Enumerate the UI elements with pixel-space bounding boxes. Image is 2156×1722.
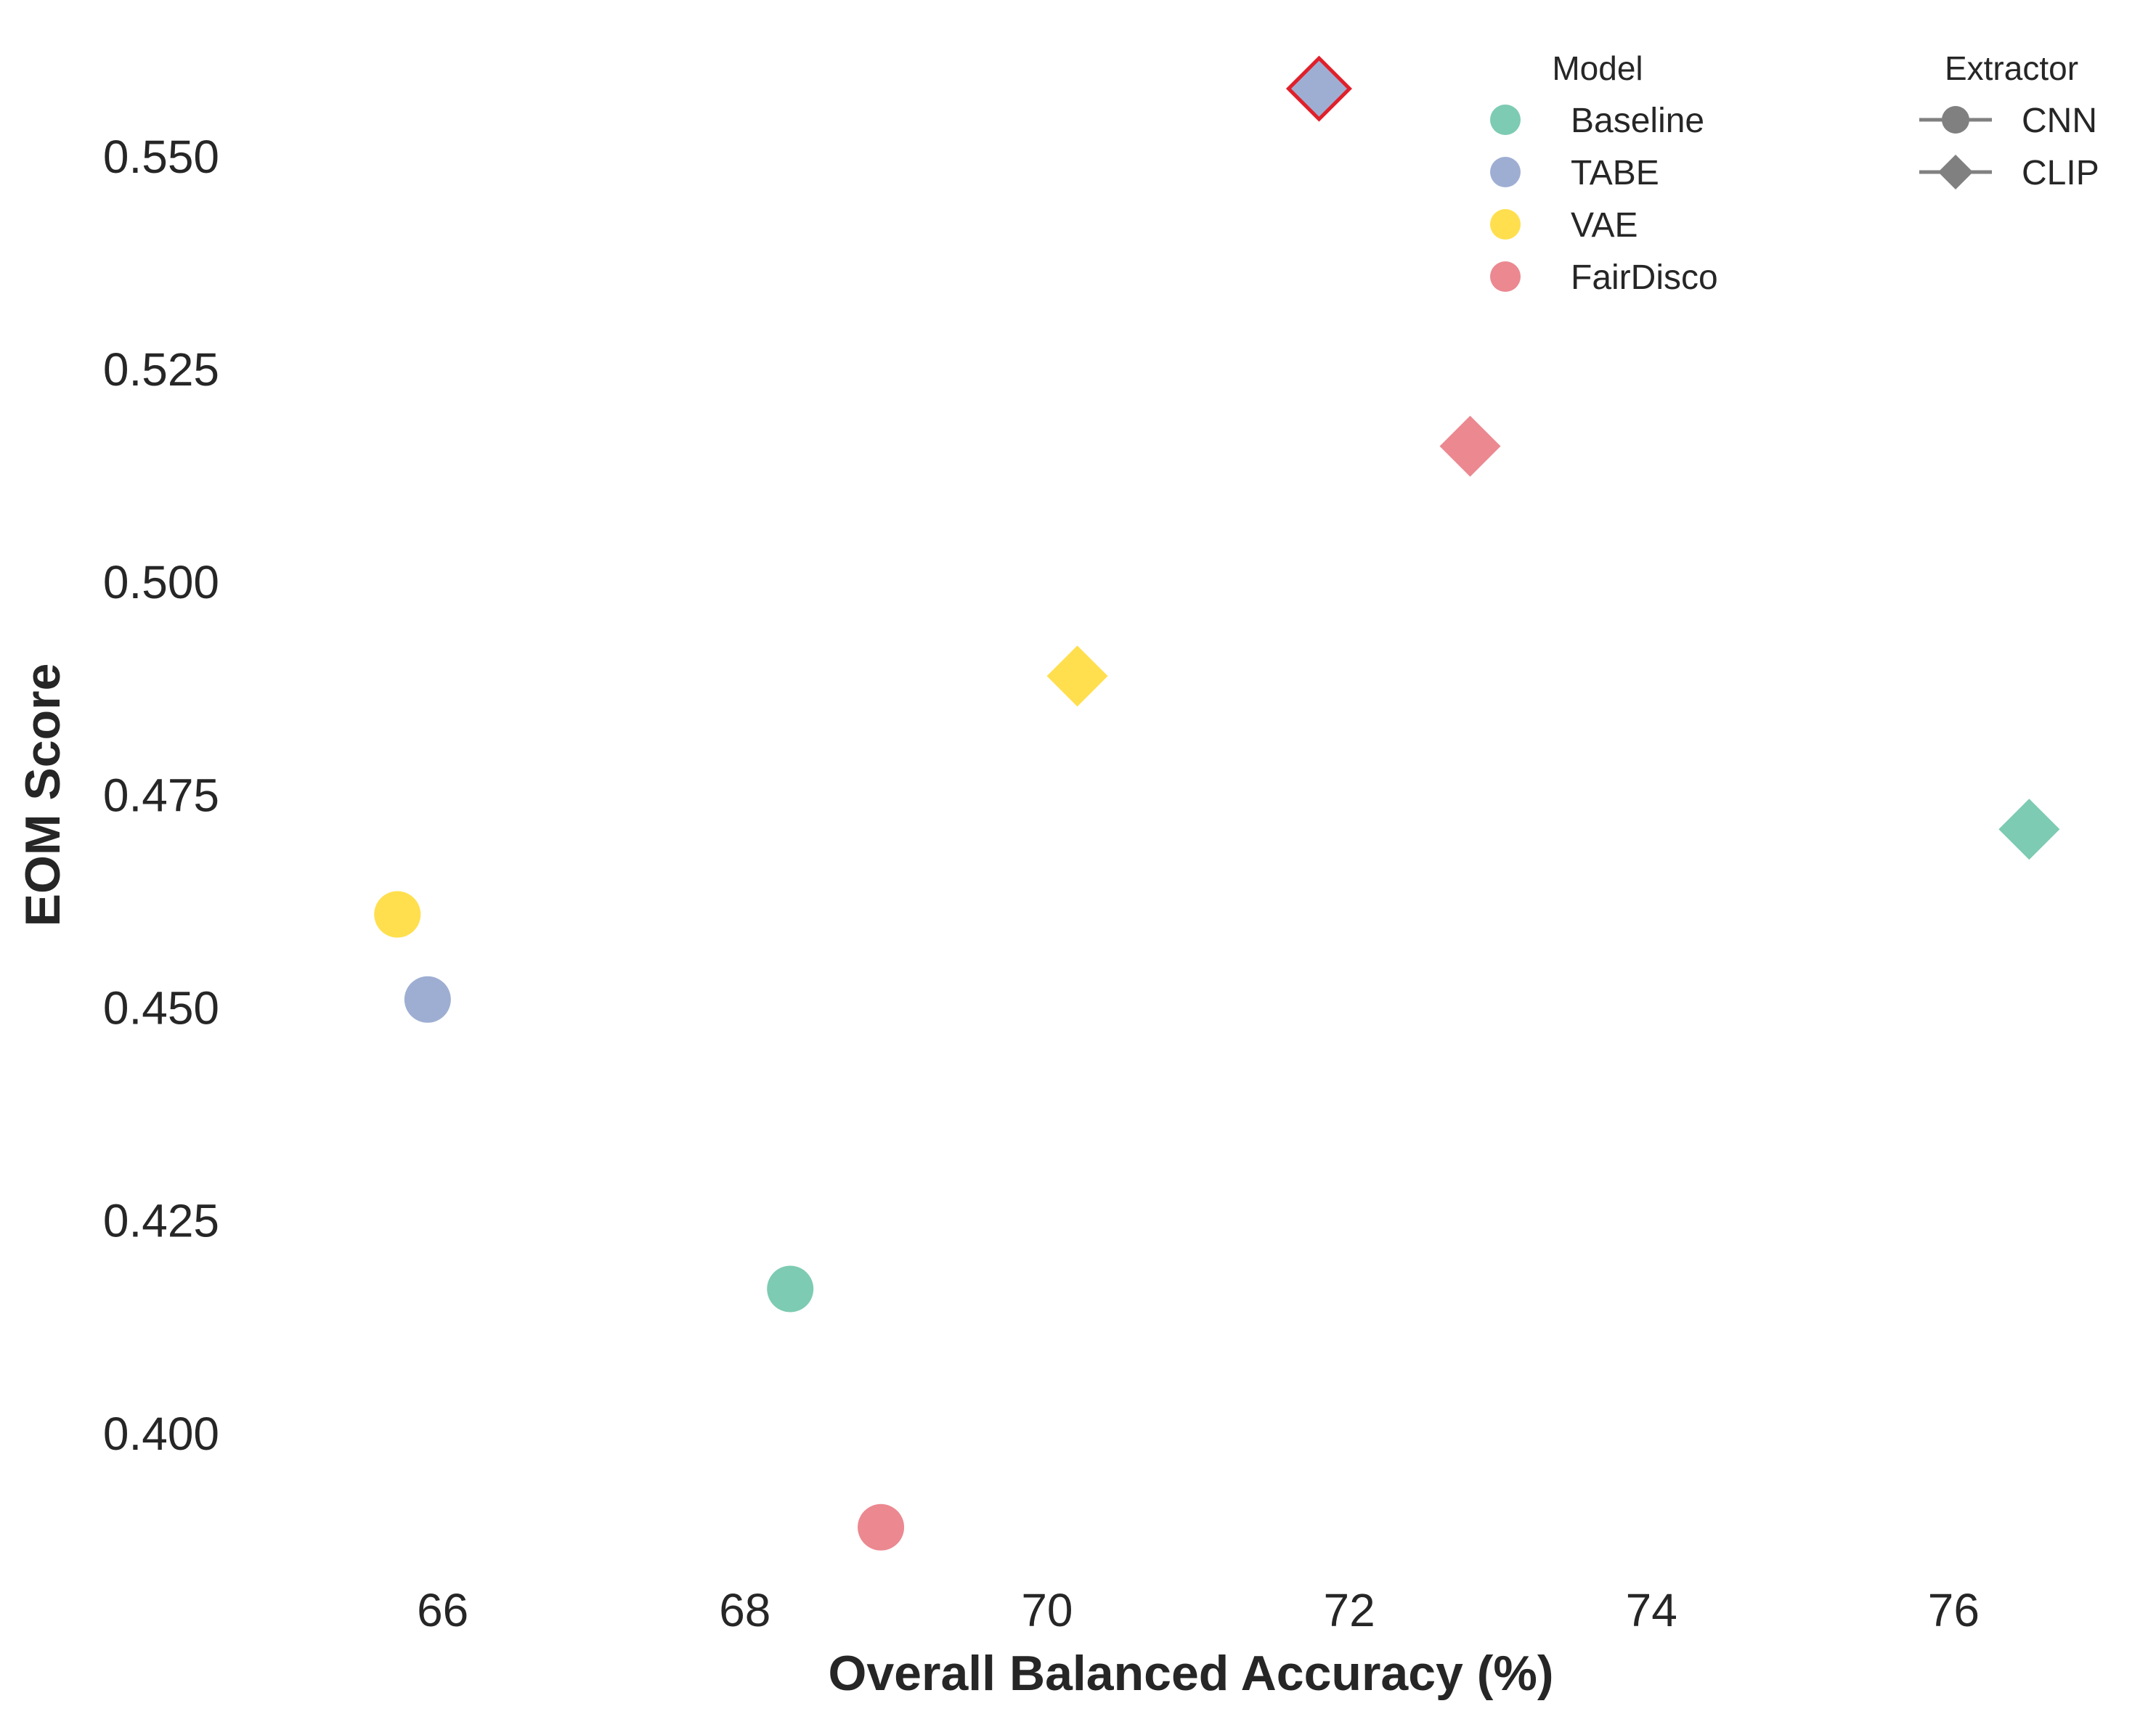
x-tick-label: 76	[1928, 1584, 1980, 1636]
x-tick-label: 68	[719, 1584, 770, 1636]
legend-label-fairdisco: FairDisco	[1571, 258, 1718, 297]
legend-model-entries: Baseline TABE VAE FairDisco	[1490, 102, 1718, 297]
y-tick-label: 0.450	[103, 982, 219, 1035]
legend-marker-vae	[1490, 209, 1521, 240]
point-tabe-cnn	[404, 976, 451, 1023]
point-vae-clip	[1046, 645, 1108, 707]
legend: Model Extractor Baseline TABE VAE FairDisco…	[1490, 49, 2099, 297]
y-tick-label: 0.500	[103, 556, 219, 608]
point-baseline-clip	[1998, 799, 2060, 860]
legend-label-vae: VAE	[1571, 206, 1638, 245]
legend-marker-cnn	[1942, 106, 1969, 134]
y-axis-title: EOM Score	[15, 664, 70, 927]
y-tick-label: 0.425	[103, 1195, 219, 1247]
x-tick-label: 66	[417, 1584, 468, 1636]
y-axis-ticks: 0.400 0.425 0.450 0.475 0.500 0.525 0.550	[103, 131, 219, 1460]
point-vae-cnn	[374, 891, 421, 938]
legend-marker-clip	[1938, 155, 1973, 189]
y-tick-label: 0.475	[103, 769, 219, 821]
legend-marker-tabe	[1490, 157, 1521, 187]
x-axis-ticks: 66 68 70 72 74 76	[417, 1584, 1980, 1636]
legend-label-clip: CLIP	[2022, 154, 2099, 192]
data-points	[374, 55, 2060, 1551]
y-tick-label: 0.525	[103, 343, 219, 396]
legend-marker-fairdisco	[1490, 261, 1521, 292]
point-fairdisco-clip	[1439, 415, 1501, 477]
y-tick-label: 0.550	[103, 131, 219, 183]
legend-extractor-entries: CNN CLIP	[1919, 102, 2099, 192]
point-tabe-clip	[1285, 55, 1352, 122]
legend-model-title: Model	[1552, 49, 1643, 87]
x-tick-label: 72	[1323, 1584, 1375, 1636]
legend-extractor-title: Extractor	[1945, 49, 2078, 87]
legend-marker-baseline	[1490, 105, 1521, 135]
x-tick-label: 74	[1626, 1584, 1677, 1636]
legend-label-cnn: CNN	[2022, 102, 2097, 140]
x-axis-title: Overall Balanced Accuracy (%)	[828, 1646, 1553, 1701]
x-tick-label: 70	[1021, 1584, 1073, 1636]
y-tick-label: 0.400	[103, 1408, 219, 1460]
point-fairdisco-cnn	[858, 1503, 905, 1551]
legend-label-tabe: TABE	[1571, 154, 1659, 192]
point-baseline-cnn	[767, 1265, 814, 1313]
legend-label-baseline: Baseline	[1571, 102, 1704, 140]
